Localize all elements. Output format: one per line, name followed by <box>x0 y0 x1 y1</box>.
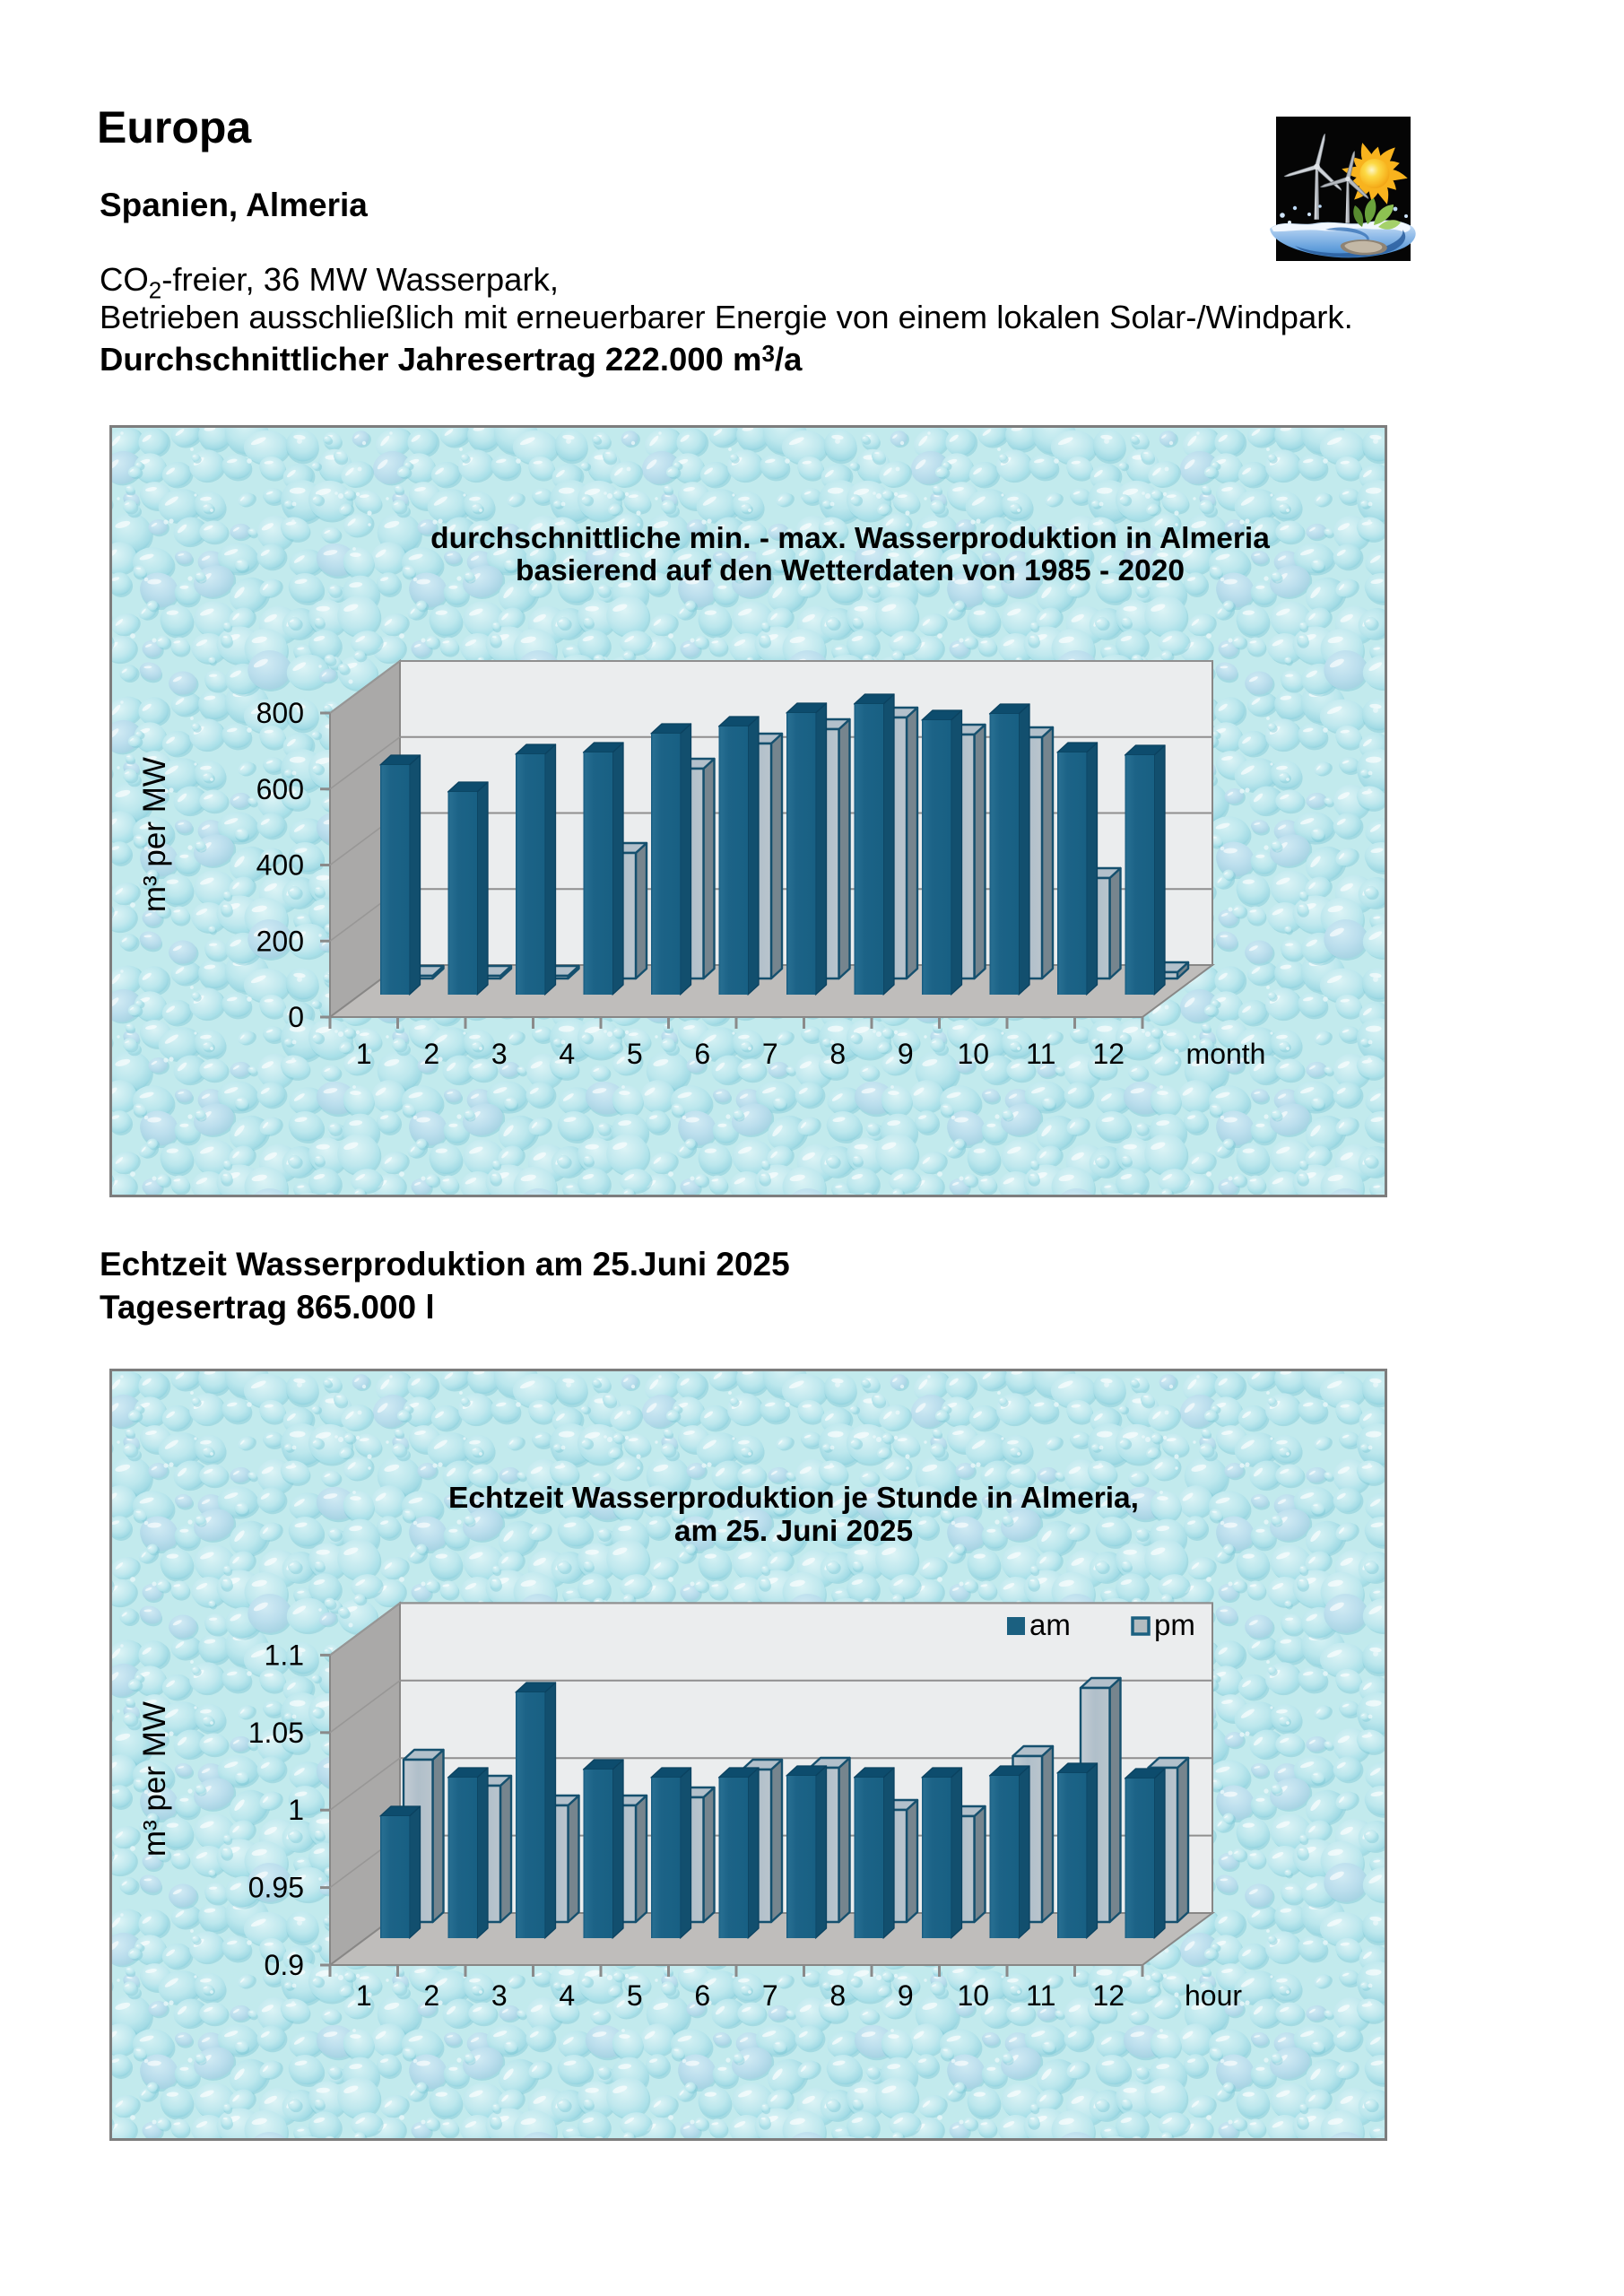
svg-text:5: 5 <box>627 1979 643 2012</box>
svg-text:5: 5 <box>627 1038 643 1070</box>
svg-text:2: 2 <box>423 1038 439 1070</box>
svg-text:10: 10 <box>957 1979 989 2012</box>
svg-text:1: 1 <box>356 1038 372 1070</box>
svg-text:month: month <box>1186 1038 1266 1070</box>
svg-text:800: 800 <box>256 697 304 729</box>
svg-text:8: 8 <box>829 1979 846 2012</box>
svg-text:1: 1 <box>356 1979 372 2012</box>
svg-text:1.05: 1.05 <box>248 1717 304 1749</box>
svg-text:1: 1 <box>288 1794 304 1826</box>
svg-text:6: 6 <box>694 1038 710 1070</box>
svg-text:3: 3 <box>491 1038 508 1070</box>
svg-text:4: 4 <box>559 1979 575 2012</box>
svg-text:am: am <box>1029 1608 1071 1641</box>
svg-text:400: 400 <box>256 849 304 882</box>
svg-text:600: 600 <box>256 773 304 805</box>
svg-text:4: 4 <box>559 1038 575 1070</box>
svg-text:2: 2 <box>423 1979 439 2012</box>
svg-text:12: 12 <box>1092 1979 1125 2012</box>
svg-text:0.9: 0.9 <box>265 1949 304 1981</box>
svg-text:7: 7 <box>762 1979 778 2012</box>
svg-text:8: 8 <box>829 1038 846 1070</box>
svg-text:9: 9 <box>898 1979 914 2012</box>
svg-text:11: 11 <box>1026 1979 1055 2012</box>
svg-text:am 25. Juni 2025: am 25. Juni 2025 <box>674 1515 913 1548</box>
svg-text:durchschnittliche min. - max.: durchschnittliche min. - max. Wasserprod… <box>430 522 1270 555</box>
svg-text:11: 11 <box>1026 1038 1055 1070</box>
svg-text:1.1: 1.1 <box>265 1639 304 1671</box>
svg-text:basierend auf den Wetterdaten: basierend auf den Wetterdaten von 1985 -… <box>516 554 1185 587</box>
svg-text:0.95: 0.95 <box>248 1872 304 1904</box>
svg-text:10: 10 <box>957 1038 989 1070</box>
svg-text:0: 0 <box>288 1001 304 1033</box>
svg-text:7: 7 <box>762 1038 778 1070</box>
svg-text:m³ per MW: m³ per MW <box>137 757 172 912</box>
svg-text:m³ per MW: m³ per MW <box>137 1701 172 1857</box>
svg-text:200: 200 <box>256 925 304 957</box>
svg-text:3: 3 <box>491 1979 508 2012</box>
svg-text:Echtzeit Wasserproduktion je S: Echtzeit Wasserproduktion je Stunde in A… <box>448 1482 1139 1515</box>
svg-text:6: 6 <box>694 1979 710 2012</box>
svg-text:9: 9 <box>898 1038 914 1070</box>
svg-text:12: 12 <box>1092 1038 1125 1070</box>
svg-text:hour: hour <box>1185 1979 1242 2012</box>
svg-text:pm: pm <box>1154 1608 1195 1641</box>
